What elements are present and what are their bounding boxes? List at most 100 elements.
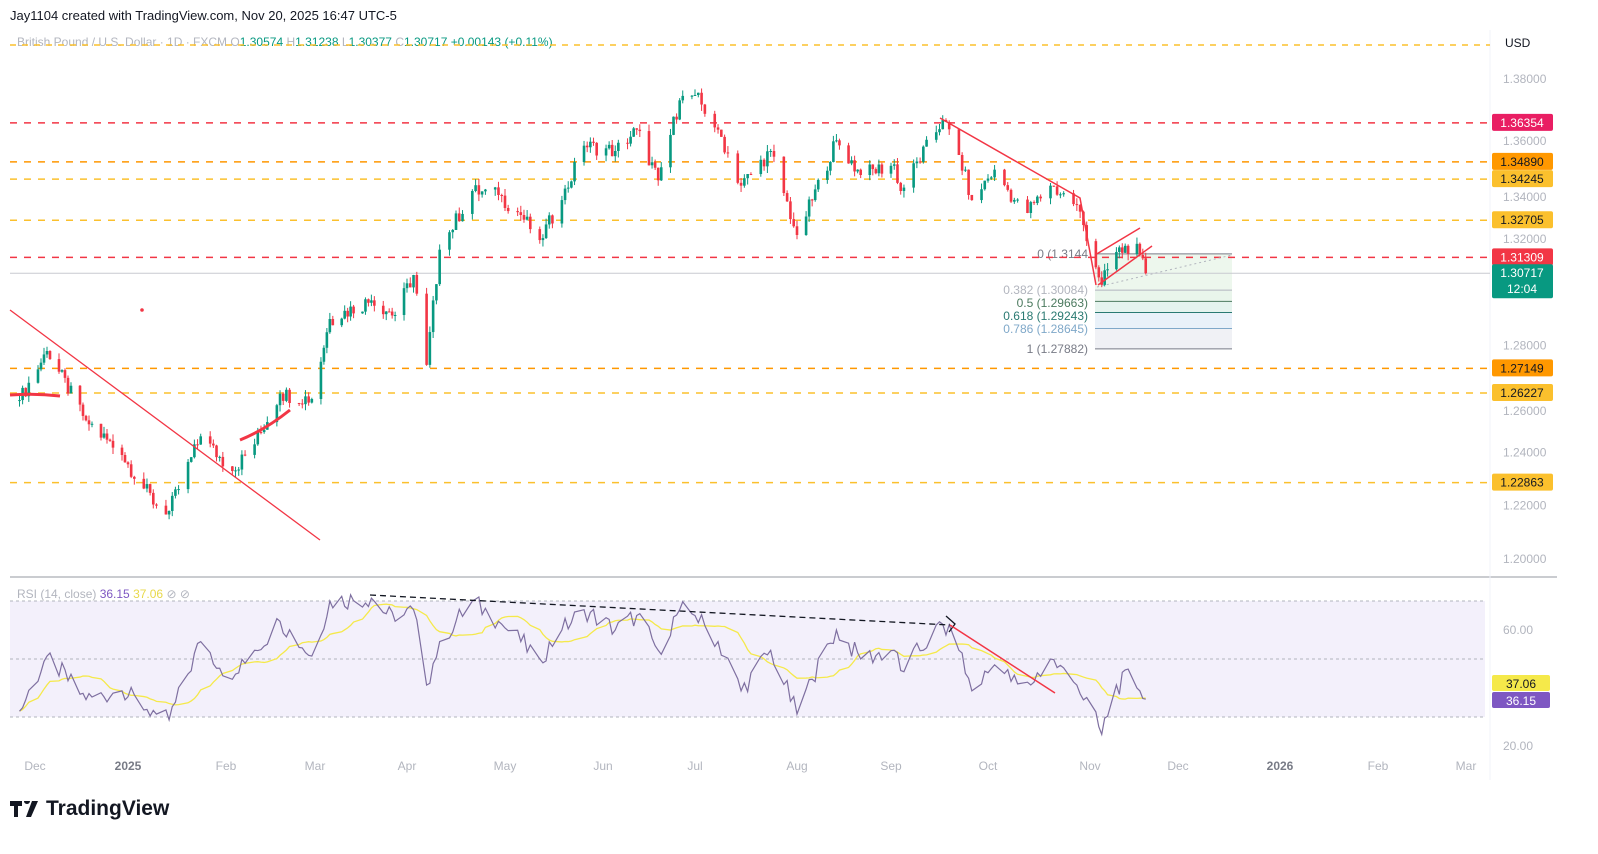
close-value: 1.30717	[403, 35, 448, 49]
candle-body	[782, 156, 786, 194]
candle-body	[87, 420, 91, 425]
candle-body	[918, 161, 922, 163]
tradingview-logo-icon	[10, 801, 38, 817]
candle-body	[947, 121, 951, 130]
candle-body	[237, 469, 241, 471]
candle-body	[807, 199, 811, 217]
candle-body	[810, 199, 814, 201]
price-tick-label: 1.28000	[1503, 339, 1547, 353]
candle-body	[1049, 185, 1052, 199]
candle-body	[632, 128, 635, 137]
candle-body	[1032, 202, 1036, 204]
chart-credit: Jay1104 created with TradingView.com, No…	[10, 8, 397, 23]
candle-body	[105, 433, 109, 440]
candle-body	[1055, 186, 1059, 195]
rsi-ma-tag-text: 37.06	[1506, 677, 1536, 691]
candle-body	[713, 113, 717, 128]
candle-body	[629, 136, 632, 144]
candle-body	[525, 216, 529, 220]
price-tag	[1492, 383, 1553, 401]
candle-body	[364, 299, 367, 312]
candle-body	[1078, 204, 1082, 212]
symbol-name[interactable]: British Pound / U.S. Dollar · 1D · FXCM	[17, 35, 228, 49]
candle-body	[1126, 245, 1130, 254]
channel-line	[1094, 227, 1141, 256]
candle-body	[99, 423, 103, 438]
time-tick-label: Nov	[1079, 759, 1100, 773]
candle-body	[703, 104, 707, 114]
candle-body	[795, 226, 799, 236]
candle-body	[1013, 199, 1016, 202]
candle-body	[617, 142, 620, 152]
candle-body	[570, 181, 573, 188]
candle-body	[736, 153, 740, 183]
candle-body	[373, 300, 376, 306]
candle-body	[1003, 169, 1006, 186]
time-tick-label: Feb	[1368, 759, 1389, 773]
candle-body	[582, 145, 586, 163]
candle-body	[541, 238, 545, 241]
rsi-label[interactable]: RSI (14, close)	[17, 587, 97, 601]
candle-body	[626, 142, 629, 144]
price-tag-text: 1.34890	[1500, 155, 1544, 169]
fib-level-label: 0.786 (1.28645)	[1003, 322, 1088, 336]
candle-body	[762, 159, 766, 167]
price-tag-text: 1.34245	[1500, 172, 1544, 186]
candle-body	[635, 128, 639, 130]
candle-body	[63, 370, 67, 378]
time-tick-label: Dec	[24, 759, 45, 773]
candle-body	[331, 319, 335, 326]
candle-body	[1123, 245, 1127, 253]
candle-body	[853, 160, 856, 172]
arrow-icon	[945, 615, 956, 633]
fib-level-label: 1 (1.27882)	[1027, 342, 1088, 356]
candle-body	[1097, 267, 1101, 278]
price-tick-label: 1.20000	[1503, 552, 1547, 566]
candle-body	[322, 347, 326, 362]
candle-body	[613, 151, 617, 157]
hidden-icon[interactable]: ⊘ ⊘	[166, 587, 190, 601]
price-tick-label: 1.36000	[1503, 134, 1547, 148]
candle-body	[300, 403, 304, 405]
candle-body	[474, 185, 477, 192]
rsi-ma-tag	[1492, 675, 1550, 691]
candle-body	[1144, 258, 1148, 274]
candle-body	[148, 484, 152, 493]
price-tag	[1492, 473, 1553, 491]
candle-body	[310, 399, 314, 403]
candle-body	[285, 389, 288, 401]
candle-body	[1006, 185, 1010, 190]
candle-body	[102, 433, 106, 438]
candle-body	[325, 332, 329, 348]
candle-body	[573, 162, 576, 182]
candle-body	[675, 116, 678, 120]
candle-body	[1036, 196, 1039, 204]
candle-body	[1039, 196, 1042, 199]
candle-body	[669, 134, 672, 168]
candle-body	[938, 129, 941, 133]
marker-dot	[140, 308, 144, 312]
candle-body	[585, 145, 589, 148]
candle-body	[231, 466, 234, 472]
candle-body	[415, 275, 419, 294]
fib-level-label: 0 (1.3144	[1037, 247, 1088, 261]
candle-body	[278, 393, 282, 406]
price-tick-label: 1.22000	[1503, 499, 1547, 513]
rsi-trendline	[949, 624, 1056, 694]
tradingview-logo[interactable]: TradingView	[10, 797, 169, 821]
candle-body	[528, 216, 532, 230]
price-tag	[1492, 113, 1553, 131]
candle-body	[859, 169, 862, 176]
candle-body	[957, 129, 961, 156]
rsi-line	[19, 592, 1146, 737]
candle-body	[922, 146, 925, 162]
candle-body	[1052, 185, 1056, 187]
candle-body	[1135, 243, 1139, 254]
candle-body	[743, 178, 746, 186]
candle-body	[899, 182, 902, 192]
candle-body	[408, 283, 412, 288]
candle-body	[516, 211, 519, 213]
high-label: H	[286, 35, 296, 49]
channel-line	[1097, 245, 1153, 286]
